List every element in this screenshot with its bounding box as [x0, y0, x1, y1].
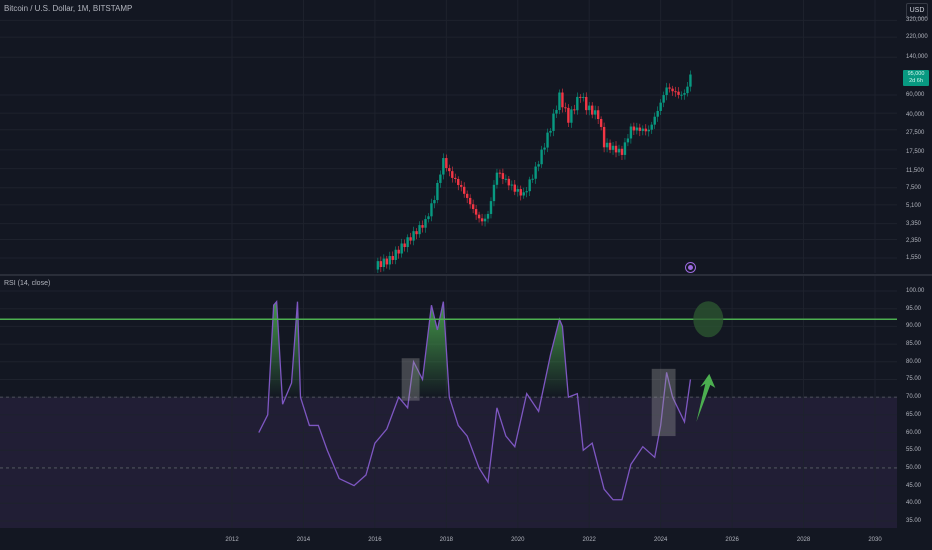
last-price-tag: 95,000 2d 6h [903, 70, 929, 86]
rsi-axis-label: 45.00 [906, 482, 922, 489]
price-axis-label: 3,350 [906, 221, 922, 227]
symbol-title[interactable]: Bitcoin / U.S. Dollar, 1M, BITSTAMP [4, 4, 133, 13]
price-axis-label: 1,550 [906, 255, 922, 261]
time-axis-label: 2024 [653, 537, 668, 543]
rsi-overbought-fill [268, 301, 691, 398]
rsi-axis-label: 90.00 [906, 323, 922, 330]
time-axis-label: 2014 [296, 537, 311, 543]
price-axis-label: 60,000 [906, 92, 925, 98]
target-circle[interactable] [693, 301, 724, 338]
price-axis-label: 40,000 [906, 112, 925, 118]
price-axis-label: 11,500 [906, 168, 924, 174]
time-axis-label: 2016 [368, 537, 382, 543]
pane-divider[interactable] [0, 274, 932, 276]
time-axis-label: 2026 [725, 537, 739, 543]
price-axis-label: 5,100 [906, 203, 922, 209]
time-axis-label: 2028 [796, 537, 811, 543]
candles [376, 70, 692, 274]
rsi-line [258, 299, 692, 501]
price-axis-label: 2,350 [906, 238, 922, 244]
rsi-axis-label: 50.00 [906, 464, 922, 471]
highlight-box[interactable] [651, 368, 676, 437]
rsi-axis-label: 35.00 [906, 518, 922, 524]
currency-button[interactable]: USD [906, 3, 928, 18]
rsi-axis-label: 60.00 [906, 429, 922, 436]
rsi-axis-label: 55.00 [906, 447, 922, 454]
highlight-box[interactable] [401, 358, 420, 401]
crosshair-target-icon[interactable] [685, 262, 696, 273]
rsi-axis-label: 85.00 [906, 341, 922, 348]
price-axis-label: 7,500 [906, 185, 922, 191]
rsi-axis-label: 100.00 [906, 288, 925, 294]
rsi-axis-label: 40.00 [906, 500, 922, 507]
rsi-band [0, 397, 897, 532]
rsi-axis-label: 70.00 [906, 394, 922, 401]
price-axis-label: 17,500 [906, 149, 925, 155]
price-axis-label: 320,000 [906, 17, 928, 23]
rsi-axis-label: 65.00 [906, 411, 922, 418]
price-axis-label: 220,000 [906, 34, 928, 40]
rsi-axis-label: 80.00 [906, 358, 922, 365]
time-axis-label: 2030 [868, 537, 882, 543]
green-up-arrow-icon[interactable] [696, 373, 716, 422]
time-axis-label: 2020 [511, 537, 525, 543]
time-axis-label: 2012 [225, 537, 239, 543]
rsi-axis-label: 75.00 [906, 376, 922, 383]
last-price-value: 95,000 [907, 71, 925, 77]
price-axis-label: 27,500 [906, 130, 925, 136]
rsi-indicator-title[interactable]: RSI (14, close) [4, 280, 51, 287]
bar-countdown: 2d 6h [909, 78, 923, 84]
time-axis-label: 2022 [582, 537, 596, 543]
time-axis-label: 2018 [439, 537, 454, 543]
price-axis-label: 140,000 [906, 54, 928, 60]
rsi-axis-label: 95.00 [906, 305, 922, 312]
